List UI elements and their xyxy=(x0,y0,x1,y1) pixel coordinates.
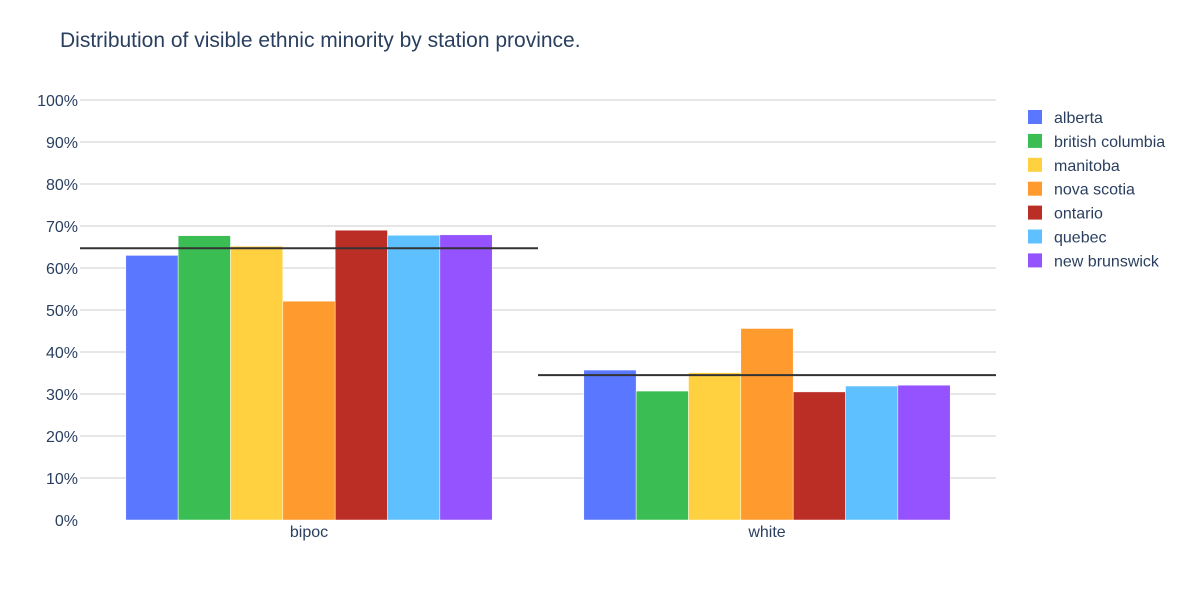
y-tick-label: 60% xyxy=(46,261,78,278)
bars xyxy=(125,229,951,521)
y-tick-label: 90% xyxy=(46,135,78,152)
bar-nova-scotia-bipoc[interactable] xyxy=(282,300,336,521)
bar-new-brunswick-bipoc[interactable] xyxy=(439,234,493,521)
x-tick-label: bipoc xyxy=(290,524,328,541)
reference-lines xyxy=(80,247,996,377)
legend-label: alberta xyxy=(1054,110,1103,127)
bar-quebec-white[interactable] xyxy=(845,385,899,521)
bar-new-brunswick-white[interactable] xyxy=(897,384,951,521)
chart-title: Distribution of visible ethnic minority … xyxy=(60,29,581,52)
y-tick-label: 50% xyxy=(46,303,78,320)
legend-label: quebec xyxy=(1054,230,1107,247)
legend-item-alberta[interactable]: alberta xyxy=(1028,110,1103,127)
y-tick-label: 10% xyxy=(46,471,78,488)
legend-item-quebec[interactable]: quebec xyxy=(1028,229,1107,247)
y-tick-label: 100% xyxy=(37,93,78,110)
y-tick-label: 80% xyxy=(46,177,78,194)
legend-label: manitoba xyxy=(1054,158,1120,175)
bar-alberta-bipoc[interactable] xyxy=(125,255,179,521)
legend-item-manitoba[interactable]: manitoba xyxy=(1028,157,1120,175)
y-tick-label: 20% xyxy=(46,429,78,446)
y-axis-ticks: 0% 10% 20% 30% 40% 50% 60% 70% 80% 90% 100% xyxy=(37,93,78,530)
legend-swatch xyxy=(1028,181,1042,196)
legend-swatch xyxy=(1028,205,1042,220)
bar-alberta-white[interactable] xyxy=(583,369,637,521)
y-tick-label: 40% xyxy=(46,345,78,362)
legend-item-british-columbia[interactable]: british columbia xyxy=(1028,133,1165,151)
y-tick-label: 70% xyxy=(46,219,78,236)
legend-swatch xyxy=(1028,133,1042,148)
legend-item-new-brunswick[interactable]: new brunswick xyxy=(1028,253,1160,270)
legend-item-nova-scotia[interactable]: nova scotia xyxy=(1028,181,1135,199)
y-tick-label: 30% xyxy=(46,387,78,404)
bar-ontario-bipoc[interactable] xyxy=(334,229,388,521)
legend-label: new brunswick xyxy=(1054,253,1160,270)
legend-swatch xyxy=(1028,110,1042,124)
legend-label: british columbia xyxy=(1054,134,1165,151)
legend-swatch xyxy=(1028,253,1042,268)
bar-manitoba-white[interactable] xyxy=(688,372,742,521)
bar-manitoba-bipoc[interactable] xyxy=(230,245,284,521)
legend: alberta british columbia manitoba nova scot… xyxy=(1028,110,1165,270)
bar-quebec-bipoc[interactable] xyxy=(387,234,441,521)
bar-nova-scotia-white[interactable] xyxy=(740,328,794,521)
legend-swatch xyxy=(1028,157,1042,172)
legend-label: nova scotia xyxy=(1054,182,1135,199)
legend-label: ontario xyxy=(1054,206,1103,223)
bar-british-columbia-bipoc[interactable] xyxy=(177,235,231,521)
y-tick-label: 0% xyxy=(55,513,78,530)
x-tick-label: white xyxy=(747,524,785,541)
bar-british-columbia-white[interactable] xyxy=(635,390,689,521)
x-axis-ticks: bipoc white xyxy=(290,524,786,541)
legend-item-ontario[interactable]: ontario xyxy=(1028,205,1103,223)
bar-ontario-white[interactable] xyxy=(792,391,846,521)
legend-swatch xyxy=(1028,229,1042,244)
